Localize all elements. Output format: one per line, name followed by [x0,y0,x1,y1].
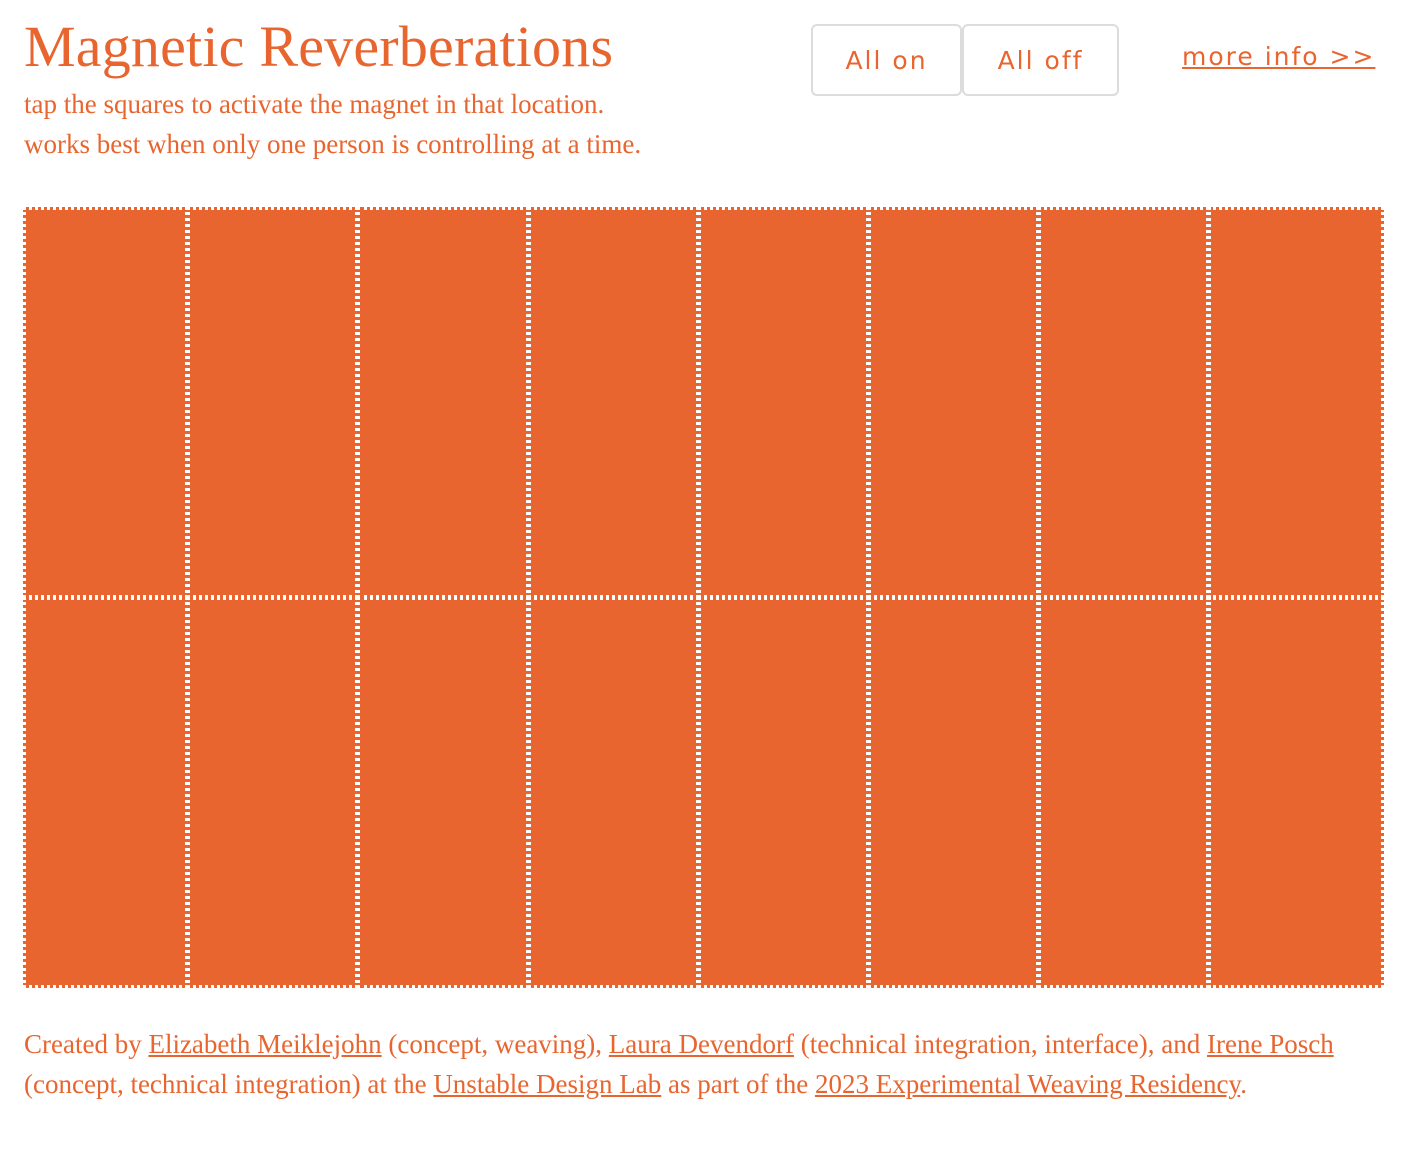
instructions-line-2: works best when only one person is contr… [24,129,642,159]
instructions: tap the squares to activate the magnet i… [24,84,804,164]
magnet-square-r1-c3[interactable] [357,207,529,598]
credits-text: (concept, weaving), [381,1029,609,1059]
credits-text: . [1240,1069,1247,1099]
credits-text: (concept, technical integration) at the [24,1069,434,1099]
all-off-button[interactable]: All off [962,24,1119,96]
more-info-link[interactable]: more info >> [1182,42,1376,71]
link-weaving-residency[interactable]: 2023 Experimental Weaving Residency [814,1069,1241,1099]
link-irene-posch[interactable]: Irene Posch [1207,1029,1334,1059]
magnet-square-r2-c4[interactable] [528,597,699,988]
link-unstable-design-lab[interactable]: Unstable Design Lab [433,1069,662,1099]
controls: All on All off [811,24,1119,96]
magnet-square-r1-c6[interactable] [868,207,1039,598]
magnet-square-r2-c7[interactable] [1038,597,1209,988]
magnet-square-r2-c5[interactable] [698,597,869,988]
credits: Created by Elizabeth Meiklejohn (concept… [24,1024,1394,1104]
magnet-square-r1-c5[interactable] [698,207,869,598]
page-title: Magnetic Reverberations [24,14,614,79]
header: Magnetic Reverberations tap the squares … [24,14,804,164]
magnet-square-r1-c8[interactable] [1208,207,1384,598]
instructions-line-1: tap the squares to activate the magnet i… [24,89,605,119]
credits-text: as part of the [661,1069,815,1099]
all-on-button[interactable]: All on [811,24,962,96]
magnet-square-r1-c7[interactable] [1038,207,1209,598]
magnet-square-r2-c8[interactable] [1208,597,1384,988]
magnet-square-r2-c6[interactable] [868,597,1039,988]
credits-text: (technical integration, interface), and [793,1029,1207,1059]
magnet-square-r1-c1[interactable] [23,207,188,598]
magnet-square-r1-c2[interactable] [187,207,358,598]
magnet-square-r1-c4[interactable] [528,207,699,598]
magnet-grid [23,207,1384,988]
magnet-square-r2-c3[interactable] [357,597,529,988]
link-laura-devendorf[interactable]: Laura Devendorf [608,1029,794,1059]
link-elizabeth-meiklejohn[interactable]: Elizabeth Meiklejohn [148,1029,382,1059]
magnet-square-r2-c2[interactable] [187,597,358,988]
credits-text: Created by [24,1029,149,1059]
magnet-square-r2-c1[interactable] [23,597,188,988]
